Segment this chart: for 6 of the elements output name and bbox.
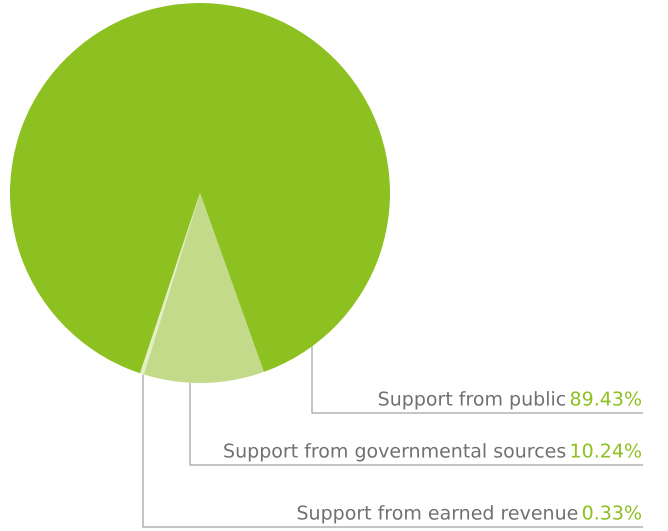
slice-label: Support from public [378, 388, 566, 410]
slice-label: Support from earned revenue [296, 502, 578, 524]
data-label: 0.33% [582, 502, 642, 524]
data-label: 89.43% [570, 388, 642, 410]
data-label: 10.24% [570, 440, 642, 462]
slice-label: Support from governmental sources [223, 440, 566, 462]
